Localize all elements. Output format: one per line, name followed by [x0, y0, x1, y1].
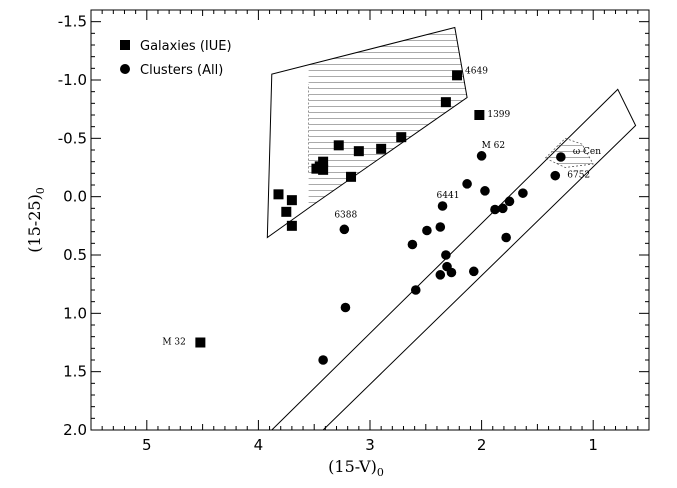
y-axis-title: (15-25)0	[25, 187, 47, 253]
y-tick-label: 0.5	[63, 246, 87, 264]
y-tick-label: 1.5	[63, 363, 87, 381]
data-points	[195, 70, 566, 365]
legend-clusters-marker	[120, 64, 130, 74]
x-axis-title-main: (15-V)	[328, 457, 377, 476]
cluster-point	[407, 239, 418, 250]
galaxy-point	[333, 140, 344, 151]
point-label: 1399	[487, 110, 510, 120]
point-label: M 32	[162, 338, 186, 348]
legend-galaxies-marker	[120, 40, 130, 50]
point-label: M 62	[482, 141, 506, 151]
x-tick-label: 4	[254, 436, 264, 454]
y-tick-label: -0.5	[58, 129, 87, 147]
cluster-point	[501, 232, 511, 243]
cluster-point	[550, 170, 561, 181]
galaxy-point	[311, 163, 322, 174]
galaxy-region-hatch	[308, 34, 467, 203]
x-tick-label: 5	[142, 436, 152, 454]
cluster-point	[437, 201, 448, 211]
cluster-point	[476, 151, 487, 161]
galaxy-point	[195, 337, 206, 348]
cluster-point	[339, 224, 350, 235]
galaxy-point	[286, 220, 297, 231]
cluster-point	[504, 196, 515, 207]
cluster-point	[468, 266, 479, 277]
x-tick-label: 2	[477, 436, 487, 454]
omega-cen-zone-outline	[544, 137, 594, 168]
cluster-point	[446, 267, 457, 278]
x-axis-title: (15-V)0	[328, 457, 384, 479]
y-tick-label: 2.0	[63, 421, 87, 439]
galaxy-point	[452, 70, 463, 81]
cluster-point	[435, 222, 446, 232]
x-tick-label: 1	[588, 436, 598, 454]
cluster-point	[422, 225, 432, 236]
galaxy-point	[396, 132, 407, 143]
point-label: 4649	[465, 66, 488, 76]
y-tick-label: 1.0	[63, 304, 87, 322]
galaxy-point	[286, 195, 297, 206]
y-tick-label: -1.0	[58, 71, 87, 89]
galaxy-point	[281, 206, 292, 217]
cluster-point	[556, 152, 566, 162]
galaxy-region-outline	[266, 26, 468, 239]
galaxy-point	[440, 97, 451, 108]
legend: Galaxies (IUE) Clusters (All)	[120, 39, 232, 78]
point-label: ω Cen	[573, 147, 601, 157]
cluster-point	[462, 179, 472, 189]
cluster-point	[441, 250, 451, 260]
galaxy-point	[273, 189, 284, 200]
cluster-point	[480, 186, 490, 196]
cluster-point	[318, 355, 328, 365]
x-axis: 5 4 3 2 1	[90, 10, 639, 454]
point-label: 6441	[437, 191, 460, 201]
galaxy-point	[346, 171, 357, 182]
x-tick-label: 3	[365, 436, 375, 454]
point-annotations: M 32 4649 1399 M 62 ω Cen 6752 6441 6388	[162, 66, 601, 347]
omega-cen-zone-hatch	[546, 145, 593, 164]
y-axis-title-main: (15-25)	[25, 194, 44, 253]
galaxy-point	[474, 110, 485, 120]
point-label: 6388	[334, 210, 357, 220]
legend-clusters-label: Clusters (All)	[140, 63, 223, 78]
galaxy-point	[376, 143, 387, 154]
cluster-point	[490, 204, 500, 215]
cluster-point	[518, 188, 528, 198]
legend-galaxies-label: Galaxies (IUE)	[140, 39, 232, 54]
point-label: 6752	[567, 171, 590, 181]
galaxy-points	[195, 70, 485, 348]
y-axis: -1.5 -1.0 -0.5 0.0 0.5 1.0 1.5 2.0	[58, 9, 649, 439]
y-tick-label: -1.5	[58, 13, 87, 31]
cluster-point	[498, 203, 508, 214]
galaxy-point	[353, 146, 364, 157]
y-tick-label: 0.0	[63, 188, 87, 206]
cluster-points	[318, 151, 566, 365]
x-axis-title-subscript: 0	[377, 466, 384, 479]
cluster-point	[435, 270, 446, 280]
shaded-regions	[266, 26, 637, 430]
cluster-point	[410, 285, 421, 295]
cluster-band-outline	[271, 88, 637, 430]
y-axis-title-subscript: 0	[34, 187, 47, 194]
cluster-point	[340, 302, 351, 313]
galaxy-point	[318, 164, 329, 175]
